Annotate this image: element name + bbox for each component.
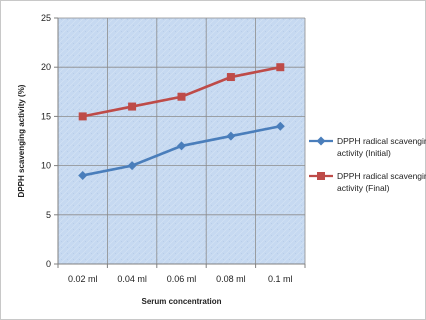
y-tick-label: 10 [41, 161, 51, 171]
data-point [128, 102, 137, 111]
data-point [275, 121, 285, 131]
x-tick-labels: 0.02 ml 0.04 ml 0.06 ml 0.08 ml 0.1 ml [68, 274, 293, 284]
axes [54, 17, 306, 268]
data-point [226, 131, 236, 141]
legend: DPPH radical scavenging activity (Initial… [309, 136, 426, 193]
data-point [226, 73, 235, 82]
data-point [177, 92, 186, 101]
grid-lines [58, 17, 306, 264]
y-tick-label: 25 [41, 13, 51, 23]
x-tick-label: 0.1 ml [268, 274, 293, 284]
y-tick-label: 20 [41, 62, 51, 72]
x-tick-label: 0.04 ml [117, 274, 147, 284]
legend-marker [316, 136, 326, 146]
data-point [78, 112, 87, 121]
data-point [78, 170, 88, 180]
series-2 [78, 63, 285, 121]
legend-marker [317, 172, 325, 180]
series-1 [78, 121, 285, 180]
legend-label: DPPH radical scavenging [337, 136, 426, 146]
legend-label: DPPH radical scavenging [337, 171, 426, 181]
legend-label: activity (Final) [337, 183, 390, 193]
x-tick-label: 0.02 ml [68, 274, 98, 284]
data-point [177, 141, 186, 151]
legend-entry: DPPH radical scavenging activity (Final) [309, 171, 426, 193]
legend-label: activity (Initial) [337, 148, 391, 158]
y-tick-labels: 0 5 10 15 20 25 [41, 13, 51, 269]
y-tick-label: 15 [41, 111, 51, 121]
x-tick-label: 0.08 ml [216, 274, 246, 284]
plot-area [58, 18, 305, 264]
data-point [276, 63, 285, 72]
x-axis-title: Serum concentration [141, 297, 221, 306]
legend-entry: DPPH radical scavenging activity (Initial… [309, 136, 426, 158]
data-point [127, 161, 137, 171]
y-axis-title: DPPH scavenging activity (%) [17, 84, 26, 197]
y-tick-label: 0 [46, 259, 51, 269]
series [78, 63, 285, 180]
x-tick-label: 0.06 ml [167, 274, 197, 284]
y-tick-label: 5 [46, 210, 51, 220]
